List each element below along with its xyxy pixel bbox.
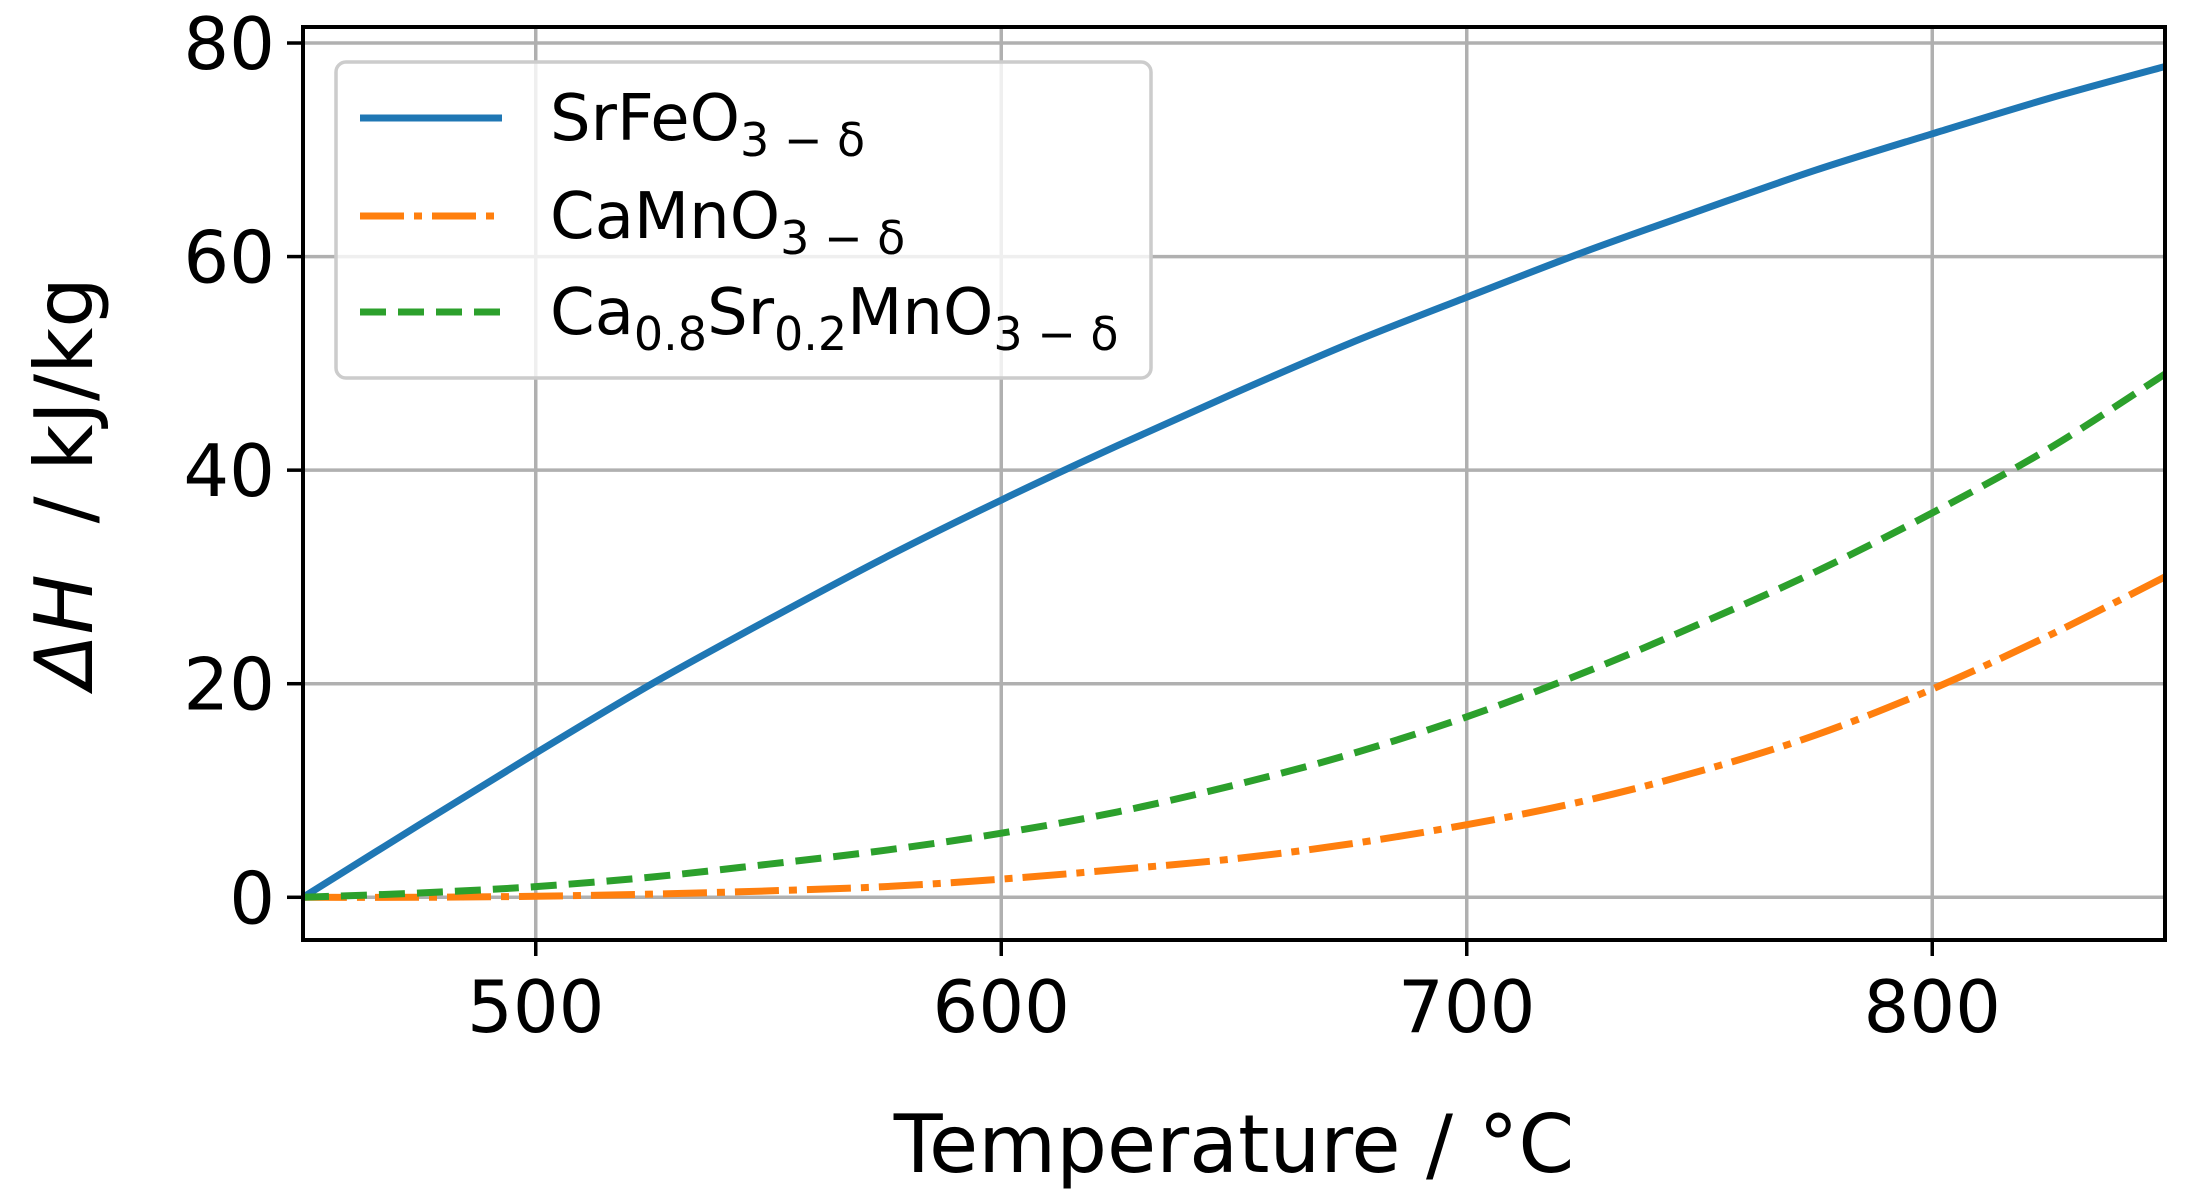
svg-text:ΔH / kJ/kg: ΔH / kJ/kg <box>18 277 111 695</box>
x-tick-label-500: 500 <box>467 965 604 1049</box>
y-axis-symbol: ΔH <box>18 574 111 695</box>
plot-frame <box>301 25 2167 942</box>
y-tick-label-40: 40 <box>183 429 275 513</box>
y-axis-unit: / kJ/kg <box>18 277 111 574</box>
legend-label-srfeo: SrFeO3 − δ <box>550 82 865 167</box>
series-line-2 <box>302 371 2167 901</box>
data-series <box>301 63 2167 901</box>
legend-label-camno: CaMnO3 − δ <box>550 180 905 265</box>
legend-label-casrmno: Ca0.8Sr0.2MnO3 − δ <box>550 276 1119 361</box>
series-line-1 <box>302 573 2167 901</box>
legend-box <box>334 60 1153 380</box>
axis-ticks: 500 600 700 800 0 20 40 60 80 <box>183 2 2001 1049</box>
y-tick-label-0: 0 <box>229 856 275 940</box>
x-tick-label-800: 800 <box>1864 965 2001 1049</box>
y-tick-label-80: 80 <box>183 2 275 86</box>
y-tick-label-20: 20 <box>183 643 275 727</box>
x-tick-label-700: 700 <box>1398 965 1535 1049</box>
y-axis-title: ΔH / kJ/kg <box>18 277 111 695</box>
series-line-0 <box>301 63 2166 901</box>
x-tick-label-600: 600 <box>933 965 1070 1049</box>
y-tick-label-60: 60 <box>183 216 275 300</box>
legend: SrFeO3 − δ CaMnO3 − δ Ca0.8Sr0.2MnO3 − δ <box>334 60 1153 380</box>
x-axis-title: Temperature / °C <box>893 1098 1574 1191</box>
